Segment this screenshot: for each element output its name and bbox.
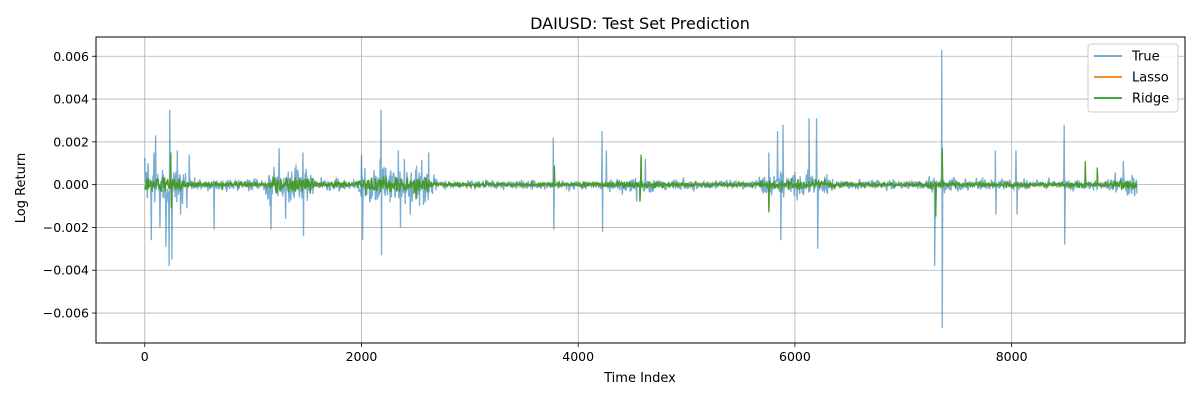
x-tick-label: 2000: [346, 349, 378, 364]
plot-area: 0 2000 4000 6000 8000 −0.006 −0.004 −0.002 0.000…: [43, 36, 1186, 364]
x-tick-label: 6000: [779, 349, 811, 364]
x-tick-label: 4000: [562, 349, 594, 364]
x-tick-label: 0: [141, 349, 149, 364]
legend-box: [1087, 43, 1179, 113]
series-layer: [144, 49, 1138, 329]
y-tick-label: −0.002: [43, 220, 89, 235]
legend-label-lasso: Lasso: [1132, 71, 1169, 86]
x-axis-label: Time Index: [603, 371, 676, 386]
series-ridge-line: [144, 148, 1138, 217]
y-tick-label: 0.004: [53, 92, 89, 107]
y-axis-label: Log Return: [14, 153, 29, 224]
legend: True Lasso Ridge: [1087, 43, 1179, 113]
chart-title: DAIUSD: Test Set Prediction: [530, 14, 750, 33]
y-tick-label: −0.006: [43, 306, 89, 321]
y-tick-label: −0.004: [43, 263, 89, 278]
x-tick-label: 8000: [996, 349, 1028, 364]
legend-label-true: True: [1131, 50, 1160, 65]
y-tick-label: 0.002: [53, 134, 89, 149]
y-tick-label: 0.000: [53, 177, 89, 192]
grid: [96, 37, 1185, 343]
axes-frame: [95, 36, 1186, 344]
legend-label-ridge: Ridge: [1132, 92, 1169, 107]
y-tick-label: 0.006: [53, 49, 89, 64]
ticks: 0 2000 4000 6000 8000 −0.006 −0.004 −0.002 0.000…: [43, 49, 1028, 364]
